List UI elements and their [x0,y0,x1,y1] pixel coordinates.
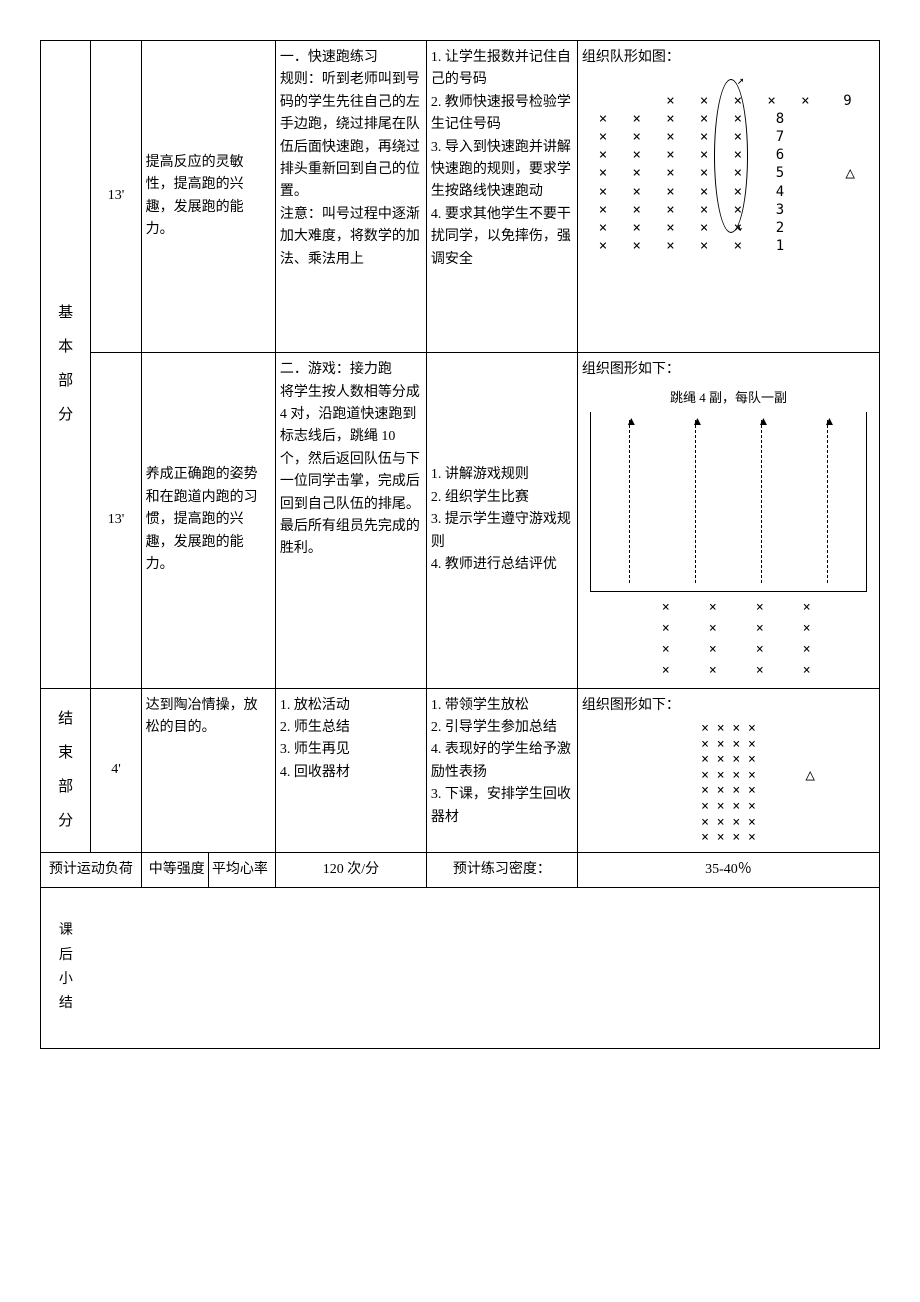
summary-content [91,888,880,1049]
load-value: 中等强度 平均心率 [141,852,275,887]
teacher-cell: 1. 让学生报数并记住自己的号码 2. 教师快速报号检验学生记住号码 3. 导入… [426,41,577,353]
load-label: 预计运动负荷 [41,852,142,887]
diagram-title: 组织图形如下： [582,695,875,717]
summary-row: 课 后 小 结 [41,888,880,1049]
diagram-subtitle: 跳绳 4 副，每队一副 [582,388,875,409]
time-cell: 13' [91,353,141,688]
formation-grid-diagram: × × × × × 9 × × × × × 8 × × × × × 7 × × … [582,73,875,346]
arrow-up-icon: ▲ [691,412,703,431]
hr-value: 120 次/分 [275,852,426,887]
arrow-up-icon: ▲ [625,412,637,431]
team-marks: × × × × × × × × × × × × × × × × [582,598,875,681]
triangle-icon: △ [805,765,815,784]
lesson-plan-table: 基 本 部 分 13' 提高反应的灵敏性，提高跑的兴趣，发展跑的能力。 一．快速… [40,40,880,1049]
time-cell: 4' [91,688,141,852]
table-row: 基 本 部 分 13' 提高反应的灵敏性，提高跑的兴趣，发展跑的能力。 一．快速… [41,41,880,353]
relay-diagram: 跳绳 4 副，每队一副 ▲ ▲ ▲ ▲ × × × × × × × × × × … [582,388,875,682]
section-end-label: 结 束 部 分 [41,688,91,852]
metrics-row: 预计运动负荷 中等强度 平均心率 120 次/分 预计练习密度： 35-40％ [41,852,880,887]
teacher-cell: 1. 讲解游戏规则 2. 组织学生比赛 3. 提示学生遵守游戏规则 4. 教师进… [426,353,577,688]
content-cell: 二．游戏：接力跑 将学生按人数相等分成 4 对，沿跑道快速跑到标志线后，跳绳 1… [275,353,426,688]
density-value: 35-40％ [577,852,879,887]
time-cell: 13' [91,41,141,353]
content-cell: 一．快速跑练习 规则：听到老师叫到号码的学生先往自己的左手边跑，绕过排尾在队伍后… [275,41,426,353]
diagram-title: 组织队形如图： [582,47,875,69]
organization-cell: 组织图形如下： × × × × × × × × × × × × × × × × … [577,688,879,852]
arrow-up-icon: ▲ [823,412,835,431]
loop-oval-icon [714,79,748,233]
goal-cell: 养成正确跑的姿势和在跑道内跑的习惯，提高跑的兴趣，发展跑的能力。 [141,353,275,688]
arrow-up-icon: ▲ [757,412,769,431]
density-label: 预计练习密度： [426,852,577,887]
formation-block-text: × × × × × × × × × × × × × × × × × × × × … [701,721,756,845]
triangle-icon: △ [845,163,855,184]
goal-cell: 提高反应的灵敏性，提高跑的兴趣，发展跑的能力。 [141,41,275,353]
organization-cell: 组织图形如下： 跳绳 4 副，每队一副 ▲ ▲ ▲ ▲ × × × × × × … [577,353,879,688]
arrow-up-icon: ↗ [737,73,744,89]
relay-track-box: ▲ ▲ ▲ ▲ [590,412,867,592]
table-row: 13' 养成正确跑的姿势和在跑道内跑的习惯，提高跑的兴趣，发展跑的能力。 二．游… [41,353,880,688]
diagram-title: 组织图形如下： [582,359,875,381]
summary-label: 课 后 小 结 [41,888,91,1049]
goal-cell: 达到陶冶情操，放松的目的。 [141,688,275,852]
organization-cell: 组织队形如图： × × × × × 9 × × × × × 8 × × × × … [577,41,879,353]
content-cell: 1. 放松活动 2. 师生总结 3. 师生再见 4. 回收器材 [275,688,426,852]
table-row: 结 束 部 分 4' 达到陶冶情操，放松的目的。 1. 放松活动 2. 师生总结… [41,688,880,852]
formation-block-diagram: × × × × × × × × × × × × × × × × × × × × … [582,721,875,846]
section-main-label: 基 本 部 分 [41,41,91,689]
teacher-cell: 1. 带领学生放松 2. 引导学生参加总结 4. 表现好的学生给予激励性表扬 3… [426,688,577,852]
